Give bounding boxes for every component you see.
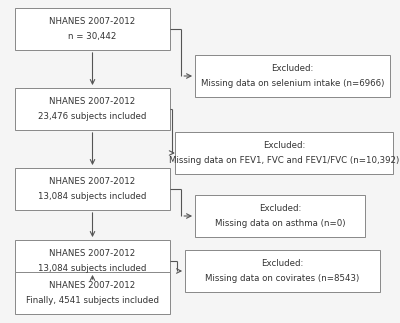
Text: Finally, 4541 subjects included: Finally, 4541 subjects included [26, 296, 159, 305]
Text: NHANES 2007-2012: NHANES 2007-2012 [49, 249, 136, 258]
Text: Excluded:: Excluded: [271, 64, 314, 73]
Text: Excluded:: Excluded: [263, 141, 305, 151]
Text: Missing data on covirates (n=8543): Missing data on covirates (n=8543) [205, 274, 360, 283]
Text: Missing data on FEV1, FVC and FEV1/FVC (n=10,392): Missing data on FEV1, FVC and FEV1/FVC (… [169, 156, 399, 165]
Text: Missing data on selenium intake (n=6966): Missing data on selenium intake (n=6966) [201, 78, 384, 88]
Bar [195, 195, 365, 237]
Bar [15, 8, 170, 50]
Bar [185, 250, 380, 292]
Bar [15, 272, 170, 314]
Bar [15, 168, 170, 210]
Text: NHANES 2007-2012: NHANES 2007-2012 [49, 281, 136, 290]
Text: Missing data on asthma (n=0): Missing data on asthma (n=0) [215, 219, 345, 228]
Text: Excluded:: Excluded: [261, 259, 304, 268]
Text: n = 30,442: n = 30,442 [68, 32, 117, 41]
Bar [195, 55, 390, 97]
Bar [175, 132, 393, 174]
Bar [15, 88, 170, 130]
Text: NHANES 2007-2012: NHANES 2007-2012 [49, 97, 136, 106]
Text: 23,476 subjects included: 23,476 subjects included [38, 112, 147, 120]
Text: NHANES 2007-2012: NHANES 2007-2012 [49, 177, 136, 186]
Text: Excluded:: Excluded: [259, 204, 301, 214]
Text: 13,084 subjects included: 13,084 subjects included [38, 192, 147, 201]
Bar [15, 240, 170, 282]
Text: NHANES 2007-2012: NHANES 2007-2012 [49, 17, 136, 26]
Text: 13,084 subjects included: 13,084 subjects included [38, 264, 147, 273]
